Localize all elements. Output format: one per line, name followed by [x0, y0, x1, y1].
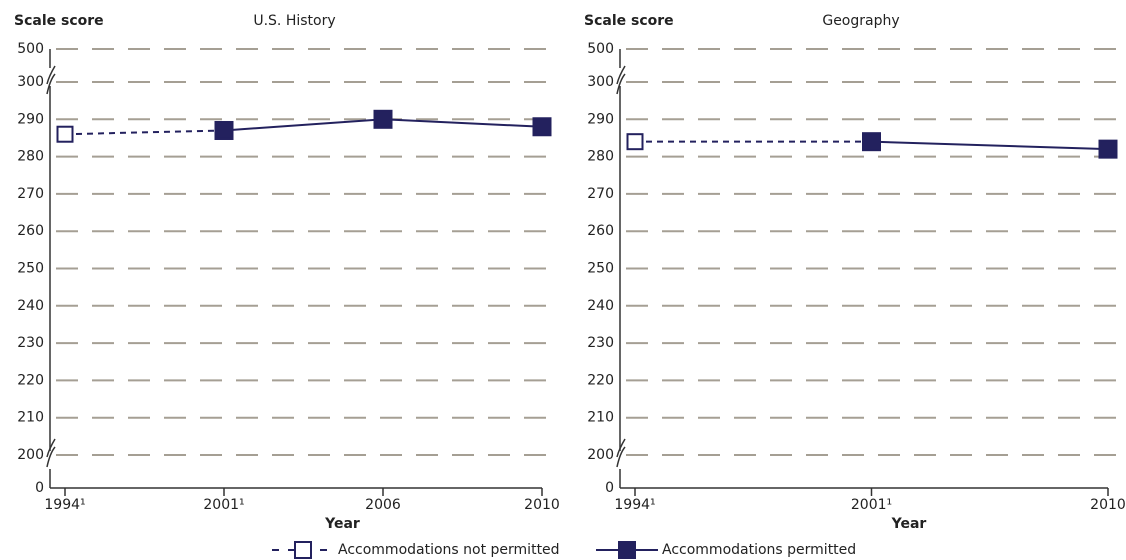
x-tick-label: 1994¹: [614, 497, 655, 513]
y-tick-label: 240: [17, 298, 44, 314]
data-point: [862, 132, 881, 152]
y-tick-label: 300: [587, 74, 614, 90]
legend-label: Accommodations not permitted: [338, 542, 560, 558]
x-axis-label: Year: [324, 516, 360, 532]
x-tick-label: 2010: [524, 497, 560, 513]
y-tick-label: 250: [17, 261, 44, 277]
axis-break: [616, 438, 626, 468]
y-tick-label: 220: [17, 372, 44, 388]
legend-marker: [618, 541, 636, 559]
x-tick-label: 2006: [365, 497, 401, 513]
legend-label: Accommodations permitted: [662, 542, 856, 558]
y-tick-label: 500: [17, 41, 44, 57]
axis-break: [616, 65, 626, 95]
y-tick-label: 200: [587, 447, 614, 463]
y-axis-label: Scale score: [14, 13, 104, 29]
y-tick-label: 0: [605, 480, 614, 496]
y-tick-label: 260: [587, 223, 614, 239]
y-axis-label: Scale score: [584, 13, 674, 29]
y-tick-label: 250: [587, 261, 614, 277]
y-tick-label: 210: [587, 410, 614, 426]
data-point: [373, 109, 393, 129]
chart-title: U.S. History: [253, 13, 335, 29]
y-tick-label: 260: [17, 223, 44, 239]
y-tick-label: 500: [587, 41, 614, 57]
chart-title: Geography: [822, 13, 899, 29]
x-axis-label: Year: [891, 516, 927, 532]
y-tick-label: 0: [35, 480, 44, 496]
y-tick-label: 270: [17, 186, 44, 202]
y-tick-label: 280: [17, 149, 44, 165]
x-tick-label: 2001¹: [203, 497, 244, 513]
y-tick-label: 230: [17, 335, 44, 351]
y-tick-label: 300: [17, 74, 44, 90]
y-tick-label: 200: [17, 447, 44, 463]
y-tick-label: 240: [587, 298, 614, 314]
y-tick-label: 220: [587, 372, 614, 388]
data-point: [626, 133, 644, 151]
y-tick-label: 270: [587, 186, 614, 202]
data-point: [56, 125, 74, 143]
x-tick-label: 1994¹: [44, 497, 85, 513]
y-tick-label: 280: [587, 149, 614, 165]
legend-marker: [294, 541, 312, 559]
y-tick-label: 230: [587, 335, 614, 351]
data-point: [1098, 139, 1118, 159]
axis-break: [46, 65, 56, 95]
x-tick-label: 2001¹: [851, 497, 892, 513]
axis-break: [46, 438, 56, 468]
y-tick-label: 290: [587, 111, 614, 127]
y-tick-label: 210: [17, 410, 44, 426]
series-connector: [64, 129, 225, 136]
series-line: [871, 140, 1109, 151]
x-tick-label: 2010: [1090, 497, 1126, 513]
y-tick-label: 290: [17, 111, 44, 127]
data-point: [532, 117, 552, 137]
data-point: [214, 120, 234, 140]
